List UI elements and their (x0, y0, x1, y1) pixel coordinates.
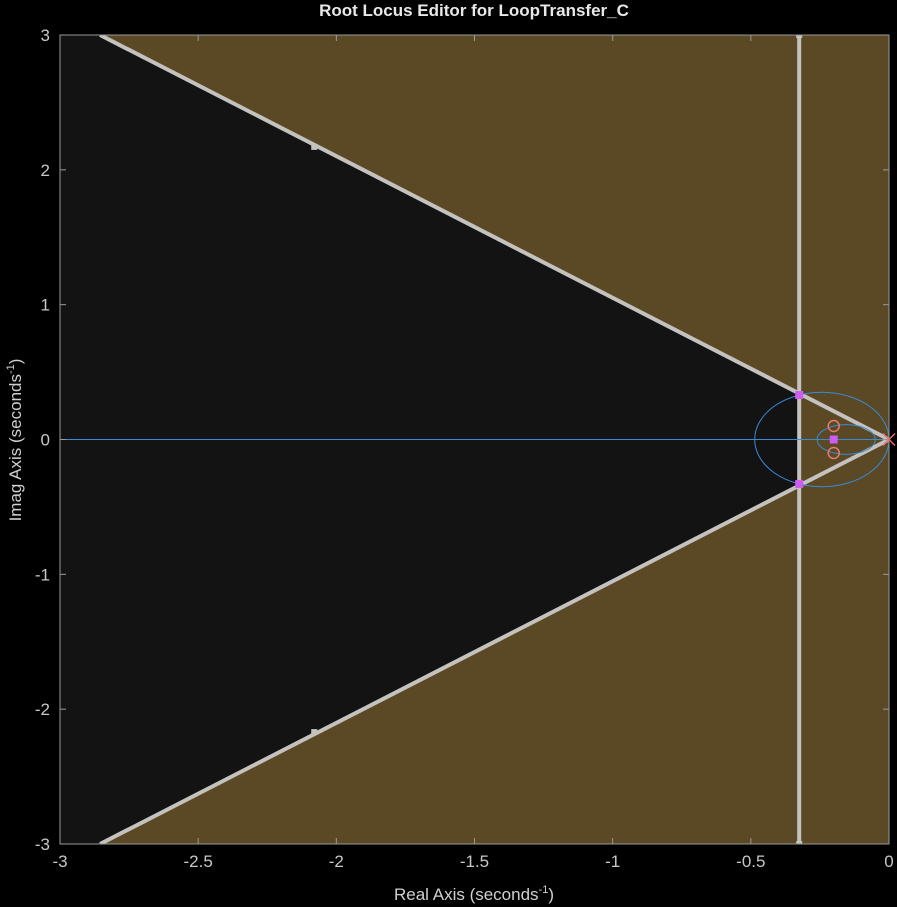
open-loop-pole (882, 432, 896, 447)
chart-title: Root Locus Editor for LoopTransfer_C (319, 1, 629, 20)
x-axis: -3 -2.5 -2 -1.5 -1 -0.5 0 (52, 35, 894, 871)
x-tick-label: -2.5 (184, 852, 213, 871)
boundary-handle (311, 729, 318, 736)
y-tick-label: 2 (41, 161, 50, 180)
boundary-handle (796, 35, 803, 38)
x-tick-label: -1 (605, 852, 620, 871)
boundary-handle (796, 841, 803, 844)
open-loop-zero (827, 446, 840, 460)
x-tick-label: -2 (329, 852, 344, 871)
x-tick-label: -1.5 (460, 852, 489, 871)
x-tick-label: -3 (52, 852, 67, 871)
y-tick-label: 0 (41, 431, 50, 450)
x-axis-label: Real Axis (seconds-1) (394, 884, 554, 904)
y-tick-label: 1 (41, 296, 50, 315)
open-loop-zero (827, 419, 840, 433)
closed-loop-pole (795, 479, 804, 488)
axes-area[interactable] (59, 32, 890, 847)
y-tick-label: 3 (41, 26, 50, 45)
y-axis: -3 -2 -1 0 1 2 3 (35, 26, 889, 854)
boundary-handle (311, 143, 318, 150)
closed-loop-pole (795, 391, 804, 400)
y-tick-label: -1 (35, 565, 50, 584)
locus-outer-loop (754, 391, 889, 488)
region-shading (100, 35, 889, 844)
locus-inner-loop (816, 424, 876, 455)
x-tick-label: -0.5 (736, 852, 765, 871)
closed-loop-pole (829, 435, 838, 444)
y-tick-label: -3 (35, 835, 50, 854)
x-tick-label: 0 (884, 852, 893, 871)
damping-boundary-line (99, 35, 889, 844)
y-axis-label: Imag Axis (seconds-1) (5, 359, 25, 522)
y-tick-label: -2 (35, 700, 50, 719)
